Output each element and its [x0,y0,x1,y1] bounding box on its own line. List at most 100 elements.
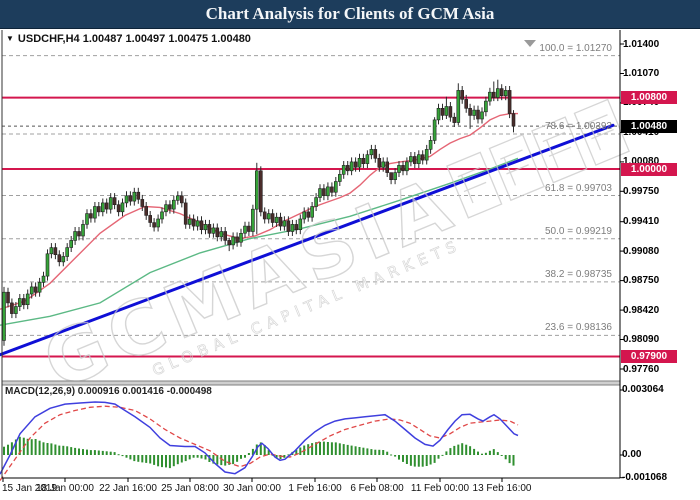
macd-histogram-bar [192,455,195,458]
macd-histogram-bar [346,444,349,455]
candle-bear [507,90,512,114]
candle-bull [81,224,85,237]
symbol-legend[interactable]: ▼ USDCHF,H4 1.00487 1.00497 1.00475 1.004… [6,33,251,45]
candle-bull [239,233,243,243]
candle-bull [69,240,73,248]
macd-histogram-bar [417,455,420,467]
candle-bull [93,206,97,219]
fib-level-label: 100.0 = 1.01270 [539,42,612,54]
macd-histogram-bar [433,455,436,463]
price-axis-label: 0.99410 [623,216,660,228]
macd-histogram-bar [492,449,495,455]
macd-histogram-bar [54,444,57,455]
candle-bull [357,158,362,168]
macd-histogram-bar [326,442,329,455]
candle-bear [235,236,239,243]
macd-histogram-bar [441,454,444,456]
candle-bull [495,88,500,98]
candle-bull [172,199,176,210]
candle-bear [464,99,469,109]
time-axis-label[interactable]: 15 Jan 2019 [2,483,58,494]
time-axis-label[interactable]: 11 Feb 00:00 [410,483,470,494]
macd-histogram-bar [299,447,302,455]
macd-histogram-bar [153,455,156,465]
macd-histogram-bar [402,455,404,462]
candle-bear [168,204,172,210]
macd-histogram-bar [330,442,333,455]
macd-histogram-bar [149,455,152,464]
time-axis-label[interactable]: 22 Jan 16:00 [99,483,157,494]
candle-bull [405,161,409,172]
time-axis-label[interactable]: 30 Jan 00:00 [223,483,281,494]
macd-histogram-bar [251,448,254,455]
page-title: Chart Analysis for Clients of GCM Asia [0,0,700,29]
candle-bull [187,218,192,225]
chevron-down-icon[interactable]: ▼ [6,34,14,43]
candle-bear [215,227,220,238]
macd-histogram-bar [382,450,385,455]
macd-histogram-bar [378,449,381,455]
macd-histogram-bar [322,441,325,455]
candle-bear [361,158,366,165]
time-axis-label[interactable]: 1 Feb 16:00 [288,483,342,494]
macd-histogram-bar [70,447,73,455]
candle-bear [468,108,472,116]
macd-histogram-bar [86,449,88,455]
macd-histogram-bar [354,446,357,455]
resistance-level-badge: 1.00800 [621,91,677,105]
candle-bear [152,222,156,228]
macd-histogram-bar [311,443,314,455]
time-axis-label[interactable]: 6 Feb 08:00 [350,483,404,494]
macd-histogram-bar [109,451,112,455]
macd-histogram-bar [125,455,128,458]
candle-bear [97,206,101,213]
current-price-badge: 1.00480 [621,119,677,133]
macd-histogram-bar [334,442,337,455]
time-axis-label[interactable]: 25 Jan 08:00 [161,483,219,494]
time-axis-label[interactable]: 13 Feb 16:00 [472,483,532,494]
macd-histogram-bar [394,455,397,457]
macd-histogram-bar [121,455,124,457]
candle-bear [322,188,326,197]
candle-bull [341,165,346,175]
candle-bull [45,253,50,277]
macd-histogram-bar [437,455,440,459]
candle-bear [112,197,117,206]
candle-bull [37,282,42,293]
candle-bull [108,197,113,210]
macd-histogram-bar [42,442,45,455]
candle-bull [409,156,413,163]
macd-histogram-bar [66,446,69,455]
macd-histogram-bar [161,455,163,468]
time-axis-label[interactable]: 18 Jan 00:00 [36,483,94,494]
candle-bull [65,247,69,257]
candle-bull [472,109,476,116]
macd-histogram-bar [425,455,428,466]
candle-bull [444,106,449,116]
candle-bull [282,220,287,227]
macd-histogram-bar [429,455,432,465]
candle-bull [266,213,271,220]
candle-bull [349,161,354,172]
candle-bear [77,231,81,237]
macd-histogram-bar [259,442,262,455]
panel-separator[interactable] [2,381,620,385]
macd-histogram-bar [481,453,483,455]
candle-bull [25,293,30,305]
candle-bear [330,186,334,193]
candle-bull [424,149,429,161]
macd-histogram-bar [204,455,207,460]
candle-bear [377,158,382,168]
candle-bear [104,202,109,210]
macd-histogram-bar [10,442,13,455]
macd-histogram-bar [307,444,310,455]
candle-bull [160,211,164,220]
macd-histogram-bar [362,447,365,455]
macd-axis-label: -0.001068 [622,471,668,483]
candle-bull [219,231,224,238]
macd-histogram-bar [512,455,515,466]
candle-bull [416,154,421,164]
trendline[interactable] [0,123,615,357]
macd-histogram-bar [469,446,472,455]
